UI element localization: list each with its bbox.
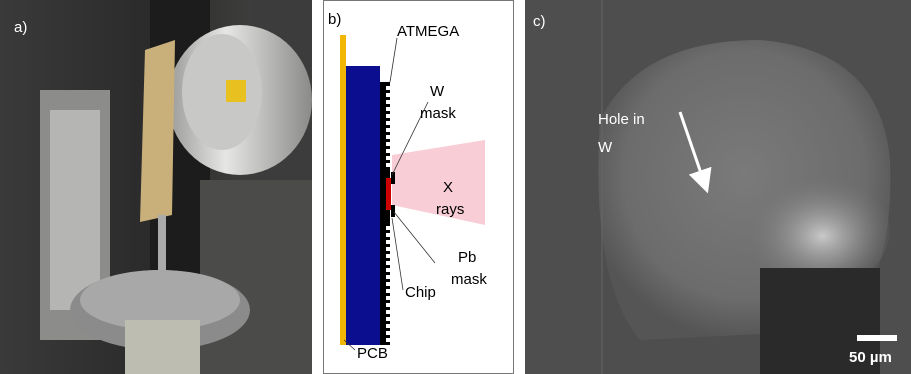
chip-pin bbox=[386, 114, 390, 118]
x-rays-label: rays bbox=[436, 201, 464, 218]
chip-pin bbox=[386, 296, 390, 300]
chip-pin bbox=[386, 247, 390, 251]
chip-pin bbox=[386, 128, 390, 132]
chip-label: Chip bbox=[405, 284, 436, 301]
chip-pin bbox=[386, 338, 390, 342]
chip-pin bbox=[386, 226, 390, 230]
chip-pin bbox=[386, 254, 390, 258]
chip-pin bbox=[386, 289, 390, 293]
panel-label: b) bbox=[328, 11, 341, 28]
chip-pin bbox=[386, 93, 390, 97]
chip-pin bbox=[386, 324, 390, 328]
chip-pin bbox=[386, 100, 390, 104]
chip-pin bbox=[386, 135, 390, 139]
chip-pin bbox=[386, 149, 390, 153]
chip-pin bbox=[386, 331, 390, 335]
chip-pin bbox=[386, 156, 390, 160]
panel-a: a) bbox=[0, 0, 312, 374]
chip-pin bbox=[386, 275, 390, 279]
panel-label: c) bbox=[533, 13, 546, 30]
scale-bar-label: 50 µm bbox=[849, 349, 892, 366]
hole-label: W bbox=[598, 139, 613, 156]
figure: a) ATMEGA W mask X rays Pb mask Chip PCB… bbox=[0, 0, 911, 374]
pb-mask-label: mask bbox=[451, 271, 487, 288]
panel-label: a) bbox=[14, 19, 27, 36]
chip-pin bbox=[386, 240, 390, 244]
pb-mask-label: Pb bbox=[458, 249, 476, 266]
hole-label: Hole in bbox=[598, 111, 645, 128]
chip-pin bbox=[386, 303, 390, 307]
chip-pin bbox=[386, 142, 390, 146]
chip-pin bbox=[386, 107, 390, 111]
chip-pin bbox=[386, 310, 390, 314]
chip-pin bbox=[386, 317, 390, 321]
chip-pin bbox=[386, 163, 390, 167]
w-mask-label: W bbox=[430, 83, 445, 100]
x-rays-label: X bbox=[443, 179, 453, 196]
chip-pin bbox=[386, 233, 390, 237]
pcb-label: PCB bbox=[357, 345, 388, 362]
chip-pin bbox=[386, 282, 390, 286]
chip-pin bbox=[386, 86, 390, 90]
panel-c: Hole in W 50 µm c) bbox=[525, 0, 911, 374]
panel-b: ATMEGA W mask X rays Pb mask Chip PCB b) bbox=[324, 1, 514, 374]
chip-pin bbox=[386, 268, 390, 272]
w-mask-label: mask bbox=[420, 105, 456, 122]
chip-pin bbox=[386, 121, 390, 125]
chip-pin bbox=[386, 261, 390, 265]
atmega-label: ATMEGA bbox=[397, 23, 459, 40]
